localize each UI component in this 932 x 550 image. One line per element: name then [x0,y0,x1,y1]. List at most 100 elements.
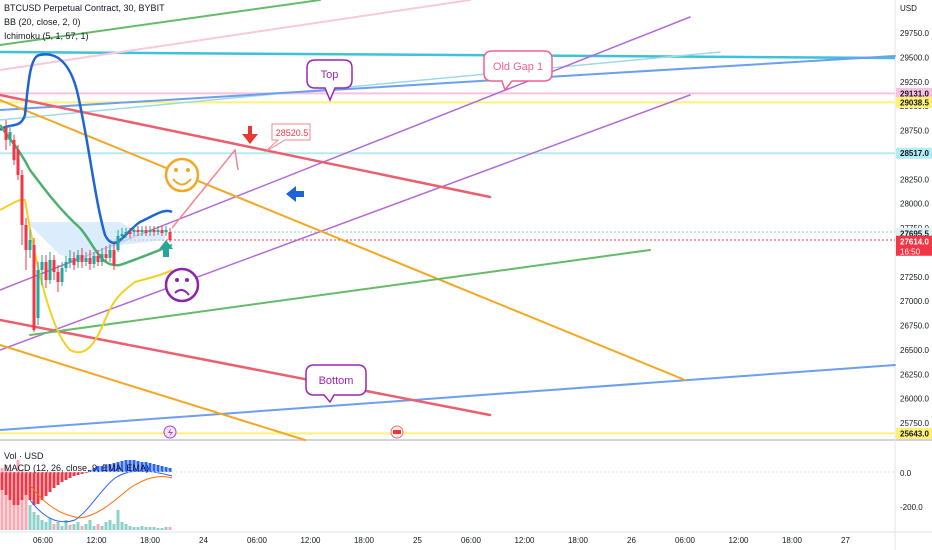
volume-bar[interactable] [80,526,84,530]
macd-histogram-bar[interactable] [76,472,80,475]
macd-histogram-bar[interactable] [44,472,48,496]
volume-bar[interactable] [24,475,28,530]
symbol-legend[interactable]: BTCUSD Perpetual Contract, 30, BYBIT [4,3,165,13]
macd-histogram-bar[interactable] [80,472,84,474]
volume-bar[interactable] [124,524,128,530]
candle-body[interactable] [84,258,88,262]
price-tag[interactable] [896,96,932,108]
macd-histogram-bar[interactable] [88,470,92,472]
candle-body[interactable] [116,236,120,250]
volume-bar[interactable] [48,518,52,530]
macd-histogram-bar[interactable] [148,463,152,472]
volume-bar[interactable] [68,525,72,530]
happy-face-icon[interactable] [164,157,200,193]
volume-bar[interactable] [72,524,76,530]
macd-histogram-bar[interactable] [40,472,44,500]
macd-histogram-bar[interactable] [48,472,52,492]
macd-histogram-bar[interactable] [128,460,132,472]
candle-body[interactable] [12,140,16,160]
candle-body[interactable] [20,175,24,225]
macd-histogram-bar[interactable] [164,467,168,472]
ichimoku-base-line[interactable] [0,124,173,267]
projection-path[interactable] [171,148,239,229]
bollinger-upper-line[interactable] [0,53,173,244]
candle-body[interactable] [156,230,160,232]
bb-legend[interactable]: BB (20, close, 2, 0) [4,17,81,27]
volume-bar[interactable] [88,520,92,530]
candle-body[interactable] [164,230,168,232]
candle-body[interactable] [92,256,96,264]
candle-body[interactable] [108,250,112,258]
candle-body[interactable] [72,258,76,265]
volume-bar[interactable] [160,528,164,530]
volume-bar[interactable] [116,510,120,530]
trend-line[interactable] [0,99,686,381]
candle-body[interactable] [16,150,20,175]
volume-bar[interactable] [84,524,88,530]
candle-body[interactable] [80,255,84,262]
candle-body[interactable] [120,234,124,236]
volume-bar[interactable] [44,522,48,530]
volume-bar[interactable] [76,522,80,530]
macd-histogram-bar[interactable] [68,472,72,478]
candle-body[interactable] [144,230,148,233]
trend-line[interactable] [0,0,471,71]
volume-bar[interactable] [168,527,172,530]
macd-histogram-bar[interactable] [100,466,104,472]
price-tag[interactable] [896,147,932,159]
price-tag[interactable] [896,235,932,256]
candle-body[interactable] [128,232,132,234]
volume-bar[interactable] [40,520,44,530]
trend-line[interactable] [0,364,896,431]
macd-histogram-bar[interactable] [140,462,144,472]
macd-histogram-bar[interactable] [56,472,60,485]
macd-histogram-bar[interactable] [136,461,140,472]
candle-body[interactable] [36,270,40,318]
volume-bar[interactable] [96,524,100,530]
down-arrow-icon[interactable] [242,126,258,144]
macd-signal-line[interactable] [29,475,173,519]
macd-histogram-bar[interactable] [96,466,100,472]
macd-histogram-bar[interactable] [36,472,40,504]
macd-histogram-bar[interactable] [72,472,76,476]
macd-histogram-bar[interactable] [120,461,124,472]
candle-body[interactable] [8,132,12,140]
macd-histogram-bar[interactable] [52,472,56,488]
volume-bar[interactable] [92,526,96,530]
volume-bar[interactable] [52,524,56,530]
candle-body[interactable] [96,256,100,262]
trend-line[interactable] [0,0,321,46]
candle-body[interactable] [28,240,32,250]
macd-histogram-bar[interactable] [24,472,28,495]
trend-line[interactable] [0,94,691,351]
candle-body[interactable] [132,230,136,232]
macd-histogram-bar[interactable] [0,472,4,490]
macd-histogram-bar[interactable] [152,464,156,472]
volume-bar[interactable] [100,526,104,530]
macd-line[interactable] [29,470,173,523]
left-arrow-icon[interactable] [286,186,304,202]
candle-body[interactable] [4,128,8,140]
candle-body[interactable] [52,260,56,272]
volume-bar[interactable] [104,522,108,530]
trend-line[interactable] [29,249,651,336]
macd-histogram-bar[interactable] [168,468,172,472]
macd-histogram-bar[interactable] [104,465,108,472]
volume-bar[interactable] [64,520,68,530]
candle-body[interactable] [148,230,152,232]
candle-body[interactable] [160,230,164,233]
macd-histogram-bar[interactable] [8,472,12,500]
candle-body[interactable] [48,260,52,280]
candle-body[interactable] [64,262,68,268]
macd-histogram-bar[interactable] [32,472,36,505]
macd-histogram-bar[interactable] [28,472,32,500]
candle-body[interactable] [140,230,144,232]
macd-histogram-bar[interactable] [16,472,20,505]
macd-histogram-bar[interactable] [108,464,112,472]
candle-body[interactable] [124,232,128,234]
candle-body[interactable] [40,262,44,270]
volume-bar[interactable] [128,526,132,530]
macd-histogram-bar[interactable] [12,472,16,505]
macd-histogram-bar[interactable] [112,463,116,472]
candle-body[interactable] [44,262,48,280]
